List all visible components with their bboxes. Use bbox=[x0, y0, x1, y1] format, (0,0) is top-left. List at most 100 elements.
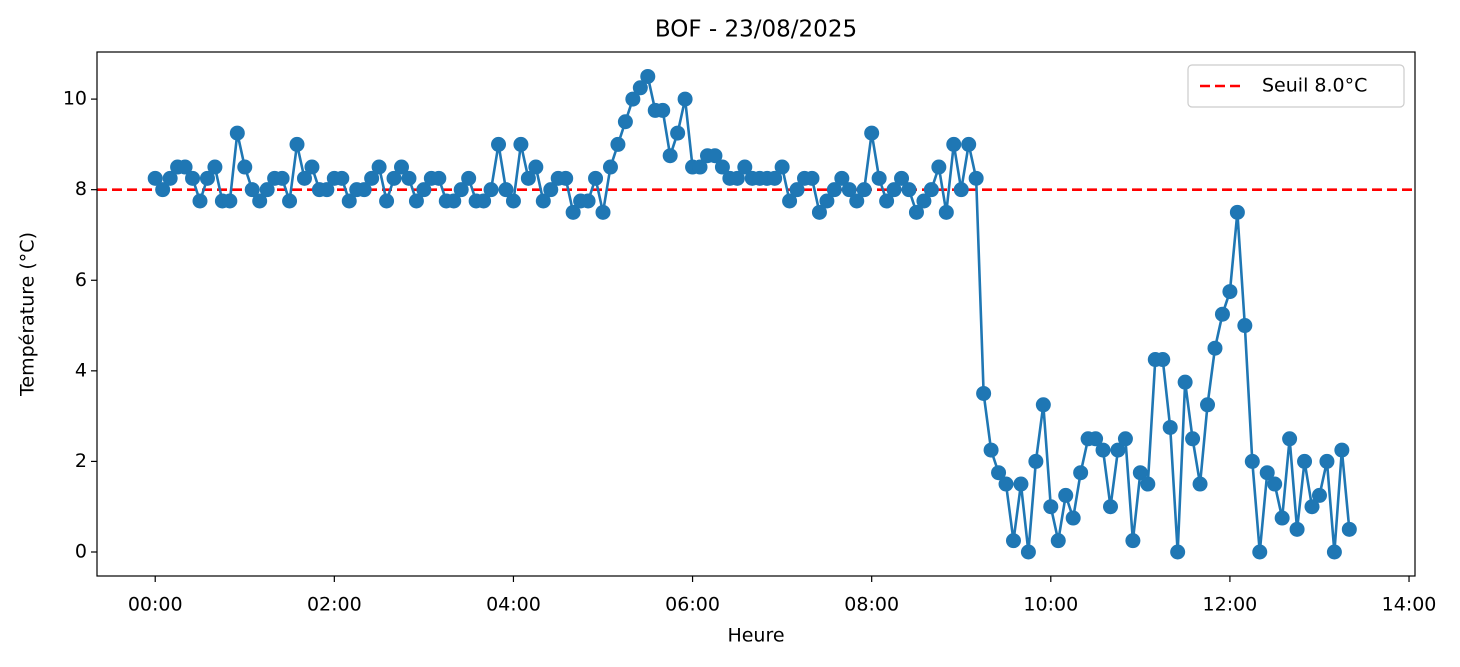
data-point bbox=[334, 170, 350, 186]
data-point bbox=[991, 465, 1007, 481]
data-point bbox=[1229, 204, 1245, 220]
data-point bbox=[856, 182, 872, 198]
data-point bbox=[416, 182, 432, 198]
data-point bbox=[393, 159, 409, 175]
y-axis-label: Température (°C) bbox=[17, 232, 39, 397]
data-point bbox=[207, 159, 223, 175]
data-point bbox=[782, 193, 798, 209]
data-point bbox=[983, 442, 999, 458]
data-point bbox=[1192, 476, 1208, 492]
data-point bbox=[1237, 318, 1253, 334]
data-point bbox=[1140, 476, 1156, 492]
data-point bbox=[841, 182, 857, 198]
data-point bbox=[1065, 510, 1081, 526]
data-point bbox=[1058, 487, 1074, 503]
data-point bbox=[1050, 533, 1066, 549]
data-point bbox=[938, 204, 954, 220]
data-point bbox=[953, 182, 969, 198]
data-point bbox=[498, 182, 514, 198]
plot-frame bbox=[96, 51, 1416, 577]
data-point bbox=[1326, 544, 1342, 560]
data-point bbox=[304, 159, 320, 175]
data-point bbox=[662, 148, 678, 164]
data-point bbox=[602, 159, 618, 175]
data-point bbox=[1132, 465, 1148, 481]
data-point bbox=[834, 170, 850, 186]
data-point bbox=[1028, 453, 1044, 469]
data-point bbox=[864, 125, 880, 141]
data-point bbox=[1020, 544, 1036, 560]
data-point bbox=[610, 136, 626, 152]
data-point bbox=[483, 182, 499, 198]
data-point bbox=[908, 204, 924, 220]
data-point bbox=[282, 193, 298, 209]
data-point bbox=[319, 182, 335, 198]
data-point bbox=[491, 136, 507, 152]
data-point bbox=[640, 68, 656, 84]
data-point bbox=[244, 182, 260, 198]
data-point bbox=[729, 170, 745, 186]
data-point bbox=[617, 114, 633, 130]
data-point bbox=[580, 193, 596, 209]
data-point bbox=[767, 170, 783, 186]
data-point bbox=[162, 170, 178, 186]
data-point bbox=[1110, 442, 1126, 458]
data-point bbox=[558, 170, 574, 186]
data-point bbox=[1214, 306, 1230, 322]
data-point bbox=[961, 136, 977, 152]
data-point bbox=[879, 193, 895, 209]
data-point bbox=[476, 193, 492, 209]
data-point bbox=[804, 170, 820, 186]
data-point bbox=[341, 193, 357, 209]
data-point bbox=[1289, 521, 1305, 537]
data-point bbox=[819, 193, 835, 209]
data-point bbox=[1095, 442, 1111, 458]
data-point bbox=[1035, 397, 1051, 413]
data-point bbox=[453, 182, 469, 198]
data-point bbox=[259, 182, 275, 198]
data-point bbox=[535, 193, 551, 209]
data-point bbox=[901, 182, 917, 198]
data-point bbox=[811, 204, 827, 220]
data-point bbox=[237, 159, 253, 175]
x-tick-label: 08:00 bbox=[844, 594, 899, 616]
data-point bbox=[431, 170, 447, 186]
data-point bbox=[849, 193, 865, 209]
data-point bbox=[1319, 453, 1335, 469]
data-point bbox=[1073, 465, 1089, 481]
data-point bbox=[1013, 476, 1029, 492]
data-point bbox=[1267, 476, 1283, 492]
data-point bbox=[707, 148, 723, 164]
data-point bbox=[1304, 499, 1320, 515]
y-tick-label: 10 bbox=[63, 88, 87, 110]
x-tick-label: 02:00 bbox=[307, 594, 362, 616]
data-point bbox=[565, 204, 581, 220]
y-tick-label: 6 bbox=[75, 269, 87, 291]
data-point bbox=[692, 159, 708, 175]
data-point bbox=[222, 193, 238, 209]
x-tick-label: 06:00 bbox=[665, 594, 720, 616]
data-point bbox=[1334, 442, 1350, 458]
data-point bbox=[185, 170, 201, 186]
data-point bbox=[1170, 544, 1186, 560]
x-tick-label: 12:00 bbox=[1203, 594, 1258, 616]
data-point bbox=[655, 102, 671, 118]
data-point bbox=[737, 159, 753, 175]
data-point bbox=[371, 159, 387, 175]
data-point bbox=[461, 170, 477, 186]
data-point bbox=[192, 193, 208, 209]
data-point bbox=[1162, 419, 1178, 435]
data-point bbox=[1282, 431, 1298, 447]
x-tick-label: 14:00 bbox=[1382, 594, 1437, 616]
data-point bbox=[789, 182, 805, 198]
data-point bbox=[520, 170, 536, 186]
data-point bbox=[274, 170, 290, 186]
data-point bbox=[1252, 544, 1268, 560]
y-tick-label: 8 bbox=[75, 178, 87, 200]
data-point bbox=[408, 193, 424, 209]
data-point bbox=[1341, 521, 1357, 537]
data-point bbox=[543, 182, 559, 198]
data-point bbox=[1117, 431, 1133, 447]
legend-label: Seuil 8.0°C bbox=[1262, 75, 1367, 97]
data-point bbox=[1125, 533, 1141, 549]
